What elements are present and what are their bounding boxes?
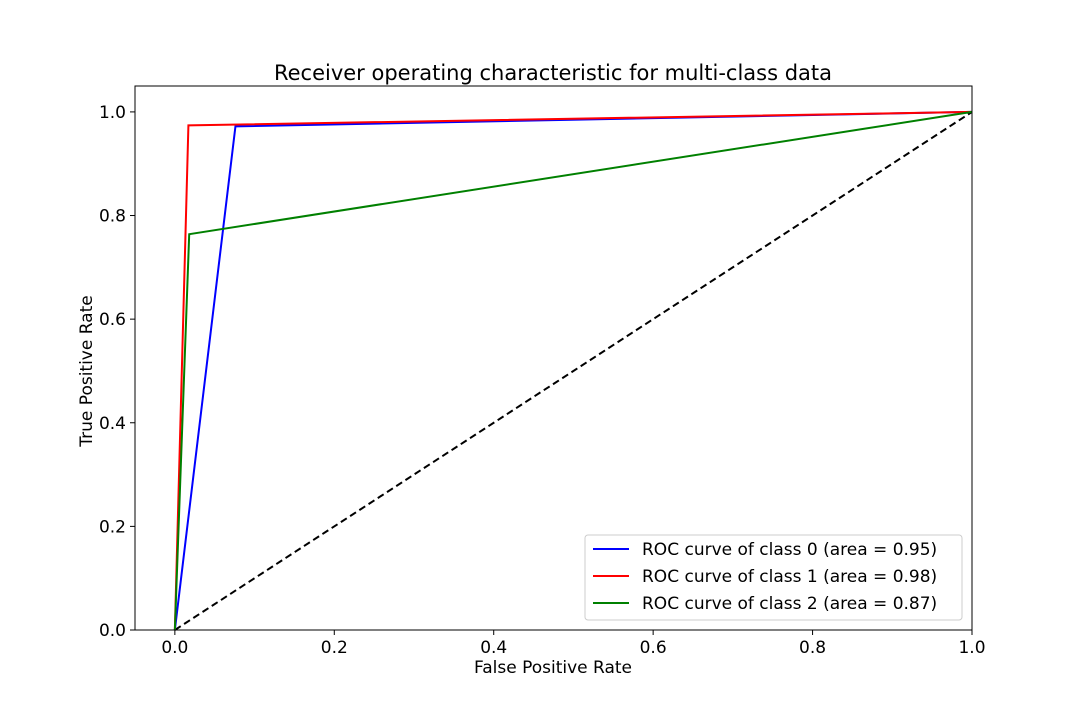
y-tick-label: 0.8 (99, 207, 126, 227)
legend-label-class-1: ROC curve of class 1 (area = 0.98) (642, 567, 937, 587)
plot-frame (134, 85, 973, 631)
series-line-class-2 (173, 110, 973, 631)
legend: ROC curve of class 0 (area = 0.95) ROC cu… (584, 534, 963, 621)
x-tick-label: 1.0 (958, 638, 985, 658)
y-axis-label: True Positive Rate (77, 295, 97, 447)
y-tick-label: 0.2 (99, 517, 126, 537)
y-tick-label: 0.0 (99, 621, 126, 641)
y-tick-label: 0.4 (99, 414, 126, 434)
series-line-class-1 (173, 110, 973, 631)
x-tick-label: 0.8 (799, 638, 826, 658)
y-tick-label: 0.6 (99, 310, 126, 330)
plot-area (134, 85, 973, 631)
reference-diagonal-line (174, 111, 973, 631)
chart-title: Receiver operating characteristic for mu… (274, 61, 832, 85)
legend-label-class-0: ROC curve of class 0 (area = 0.95) (642, 540, 937, 560)
x-tick-label: 0.4 (480, 638, 507, 658)
x-tick-label: 0.6 (640, 638, 667, 658)
legend-label-class-2: ROC curve of class 2 (area = 0.87) (642, 594, 937, 614)
y-tick-label: 1.0 (99, 103, 126, 123)
x-tick-label: 0.0 (161, 638, 188, 658)
legend-box (584, 534, 963, 621)
x-tick-label: 0.2 (321, 638, 348, 658)
x-axis-label: False Positive Rate (474, 658, 632, 678)
axis-ticks: 0.0 0.2 0.4 0.6 0.8 1.0 0.0 0.2 0.4 0.6 0.8 1.0 (99, 103, 986, 658)
